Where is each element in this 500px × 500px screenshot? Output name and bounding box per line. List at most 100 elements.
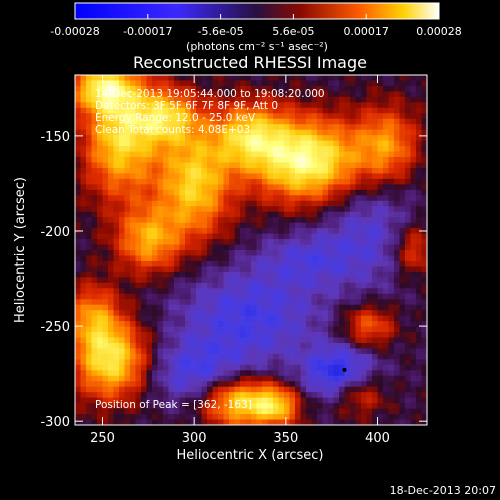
heatmap-cell	[372, 408, 378, 415]
heatmap-cell	[201, 173, 208, 180]
heatmap-cell	[410, 321, 417, 327]
heatmap-cell	[245, 184, 252, 191]
heatmap-cell	[410, 211, 417, 218]
heatmap-cell	[317, 167, 323, 174]
heatmap-cell	[278, 200, 285, 207]
heatmap-cell	[262, 162, 268, 169]
heatmap-cell	[168, 293, 175, 300]
heatmap-cell	[295, 244, 301, 251]
heatmap-cell	[119, 113, 125, 120]
heatmap-cell	[410, 260, 417, 267]
heatmap-cell	[229, 288, 235, 295]
heatmap-cell	[130, 364, 136, 371]
heatmap-cell	[212, 206, 219, 213]
heatmap-cell	[256, 184, 263, 191]
heatmap-cell	[410, 408, 417, 415]
heatmap-cell	[317, 118, 323, 125]
heatmap-cell	[333, 260, 340, 267]
heatmap-cell	[102, 107, 109, 114]
heatmap-cell	[344, 353, 351, 360]
heatmap-cell	[190, 91, 197, 98]
heatmap-cell	[317, 140, 323, 147]
heatmap-cell	[196, 364, 202, 371]
heatmap-cell	[130, 118, 136, 125]
heatmap-cell	[229, 124, 235, 131]
heatmap-cell	[372, 266, 378, 273]
heatmap-cell	[311, 392, 318, 399]
heatmap-cell	[388, 392, 395, 399]
heatmap-cell	[366, 342, 373, 349]
heatmap-cell	[113, 217, 120, 224]
heatmap-cell	[152, 364, 158, 371]
heatmap-cell	[416, 173, 422, 180]
heatmap-cell	[262, 348, 268, 355]
heatmap-cell	[295, 178, 301, 185]
heatmap-cell	[405, 326, 411, 333]
heatmap-cell	[372, 184, 378, 191]
heatmap-cell	[416, 244, 422, 251]
heatmap-cell	[366, 211, 373, 218]
heatmap-cell	[372, 124, 378, 131]
heatmap-cell	[394, 293, 400, 300]
heatmap-cell	[207, 151, 213, 158]
heatmap-cell	[273, 310, 279, 317]
heatmap-cell	[416, 228, 422, 234]
heatmap-cell	[278, 80, 285, 87]
heatmap-cell	[410, 277, 417, 284]
heatmap-cell	[421, 353, 428, 360]
heatmap-cell	[372, 364, 378, 371]
heatmap-cell	[234, 200, 241, 207]
heatmap-cell	[234, 321, 241, 327]
heatmap-cell	[372, 403, 378, 409]
heatmap-cell	[240, 288, 246, 295]
heatmap-cell	[152, 408, 158, 415]
heatmap-cell	[377, 91, 384, 98]
heatmap-cell	[289, 146, 296, 152]
heatmap-cell	[245, 200, 252, 207]
heatmap-cell	[311, 146, 318, 152]
heatmap-cell	[124, 189, 131, 196]
heatmap-cell	[388, 151, 395, 158]
heatmap-cell	[344, 140, 351, 147]
heatmap-cell	[124, 370, 131, 377]
heatmap-cell	[361, 392, 367, 399]
heatmap-cell	[218, 91, 224, 98]
heatmap-cell	[388, 91, 395, 98]
heatmap-cell	[306, 211, 312, 218]
heatmap-cell	[377, 195, 384, 202]
heatmap-cell	[399, 206, 406, 213]
heatmap-cell	[350, 342, 356, 349]
heatmap-cell	[394, 102, 400, 109]
heatmap-cell	[377, 408, 384, 415]
heatmap-cell	[223, 140, 230, 147]
heatmap-cell	[295, 195, 301, 202]
heatmap-cell	[262, 381, 268, 388]
heatmap-cell	[273, 118, 279, 125]
heatmap-cell	[372, 113, 378, 120]
heatmap-cell	[399, 321, 406, 327]
heatmap-cell	[130, 228, 136, 234]
heatmap-cell	[75, 326, 81, 333]
heatmap-cell	[152, 397, 158, 404]
heatmap-cell	[300, 124, 307, 131]
heatmap-cell	[102, 304, 109, 311]
heatmap-cell	[383, 414, 389, 420]
heatmap-cell	[262, 403, 268, 409]
heatmap-cell	[163, 217, 169, 224]
heatmap-cell	[388, 375, 395, 382]
heatmap-cell	[267, 91, 274, 98]
heatmap-cell	[124, 217, 131, 224]
heatmap-cell	[399, 392, 406, 399]
heatmap-cell	[102, 342, 109, 349]
heatmap-cell	[355, 140, 362, 147]
heatmap-cell	[267, 293, 274, 300]
heatmap-cell	[157, 397, 164, 404]
heatmap-cell	[355, 288, 362, 295]
heatmap-cell	[256, 293, 263, 300]
heatmap-cell	[377, 397, 384, 404]
heatmap-cell	[394, 135, 400, 142]
heatmap-cell	[339, 392, 345, 399]
heatmap-cell	[344, 342, 351, 349]
heatmap-cell	[146, 75, 153, 81]
heatmap-cell	[212, 151, 219, 158]
